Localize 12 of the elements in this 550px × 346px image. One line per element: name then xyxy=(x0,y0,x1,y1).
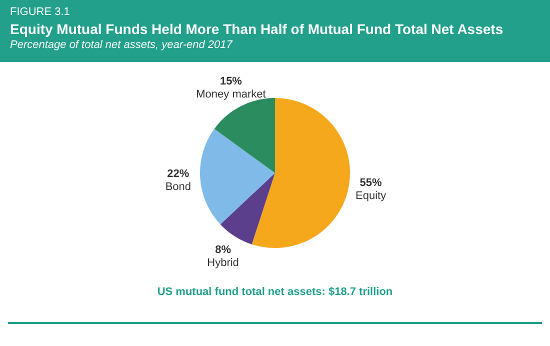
data-label: 55% xyxy=(360,177,382,190)
slice-label: Equity xyxy=(356,190,387,202)
chart-subtitle: Percentage of total net assets, year-end 2017 xyxy=(10,39,234,51)
data-label: 22% xyxy=(167,168,190,180)
slice-label: Bond xyxy=(165,181,192,194)
slice-label: Money market xyxy=(196,88,266,101)
data-label: 15% xyxy=(220,76,242,88)
chart-title: Equity Mutual Funds Held More Than Half of Mutual Fund Total Net Assets xyxy=(10,21,504,37)
data-label: 8% xyxy=(215,244,232,256)
text: US mutual fund total net assets: $18.7 trillion xyxy=(156,286,394,298)
caption: FIGURE 3.1 xyxy=(10,6,71,18)
slice-label: Hybrid xyxy=(207,256,239,269)
